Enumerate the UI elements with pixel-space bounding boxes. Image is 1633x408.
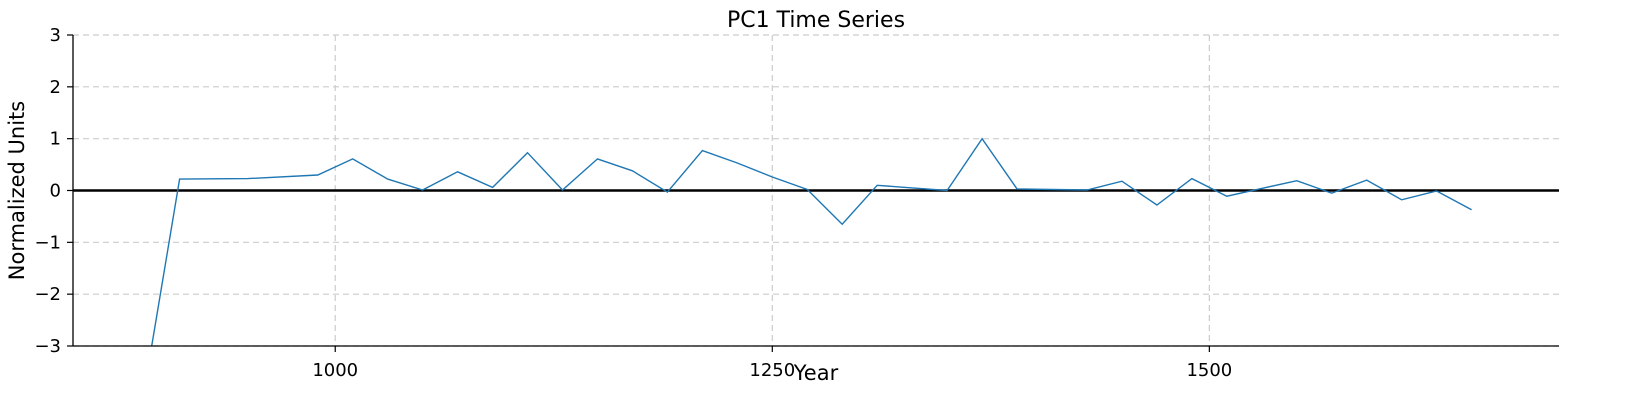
y-axis-label: Normalized Units	[5, 101, 29, 280]
y-tick-label: 0	[50, 181, 61, 202]
y-tick-label: 2	[50, 77, 61, 98]
x-tick-label: 1250	[749, 360, 795, 381]
x-tick-label: 1000	[312, 360, 358, 381]
ticks: −3 −2 −1 0 1 2 3 1000 1250 1500	[34, 25, 1232, 381]
y-tick-label: 3	[50, 25, 61, 46]
y-tick-label: −3	[34, 336, 61, 357]
y-tick-label: −1	[34, 232, 61, 253]
y-tick-label: −2	[34, 284, 61, 305]
x-axis-label: Year	[793, 361, 839, 385]
x-tick-label: 1500	[1186, 360, 1232, 381]
y-tick-label: 1	[50, 129, 61, 150]
chart-title: PC1 Time Series	[727, 8, 905, 33]
series-line	[151, 137, 1472, 347]
